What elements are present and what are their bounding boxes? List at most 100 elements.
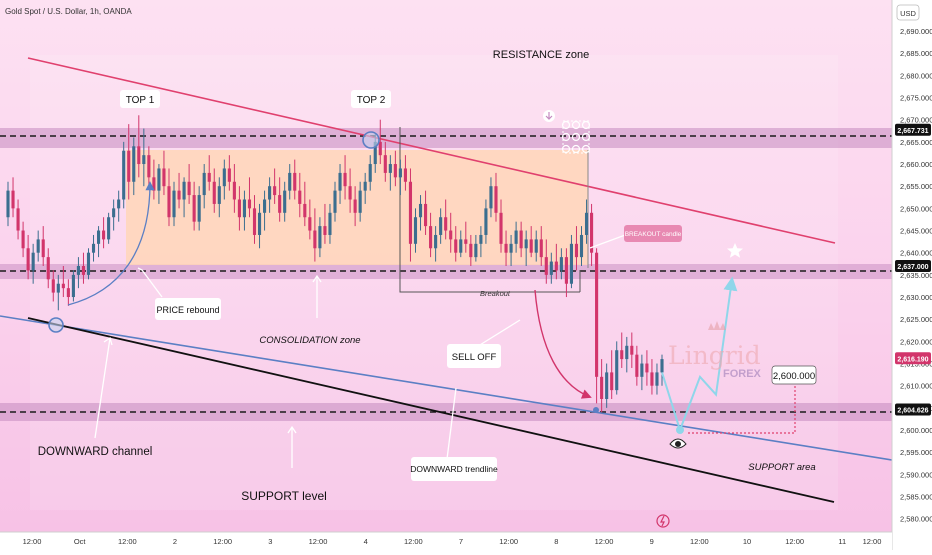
candle-body bbox=[348, 186, 352, 200]
candle-body bbox=[207, 172, 211, 182]
candle-body bbox=[368, 164, 372, 182]
target-price-box bbox=[771, 365, 817, 385]
symbol-title[interactable]: Gold Spot / U.S. Dollar, 1h, OANDA bbox=[5, 7, 132, 16]
candle-body bbox=[11, 190, 15, 209]
candle-body bbox=[383, 155, 387, 173]
candle bbox=[519, 221, 523, 258]
x-tick-label: 9 bbox=[650, 537, 654, 546]
candle-body bbox=[132, 146, 136, 182]
candle-body bbox=[242, 199, 247, 218]
candle-body bbox=[645, 363, 649, 373]
candle-body bbox=[182, 181, 186, 200]
candle bbox=[358, 181, 362, 222]
candle-body bbox=[51, 279, 55, 293]
top-2-label-box bbox=[351, 90, 391, 108]
candle-body bbox=[298, 190, 302, 204]
candle-body bbox=[539, 239, 543, 258]
candle bbox=[449, 212, 453, 253]
candle bbox=[197, 186, 201, 231]
y-tick-label: 2,655.000 bbox=[900, 182, 932, 191]
watermark: Lingrid FOREX bbox=[668, 321, 762, 380]
resistance-trendline[interactable] bbox=[27, 57, 836, 244]
y-tick-label: 2,625.000 bbox=[900, 315, 932, 324]
candle bbox=[268, 177, 272, 213]
candle bbox=[147, 146, 151, 187]
candle bbox=[66, 279, 70, 306]
candle-body bbox=[635, 354, 639, 377]
price-axis[interactable] bbox=[892, 0, 932, 550]
candle-body bbox=[36, 239, 40, 253]
download-icon[interactable] bbox=[543, 110, 555, 122]
candle bbox=[383, 141, 387, 182]
candle bbox=[102, 217, 106, 249]
candle bbox=[590, 203, 594, 266]
projection-low-marker bbox=[676, 426, 684, 434]
candle-body bbox=[423, 203, 428, 227]
candle bbox=[584, 199, 589, 244]
candle bbox=[454, 226, 458, 262]
candle-body bbox=[46, 257, 50, 280]
eye-icon[interactable] bbox=[669, 438, 687, 449]
candle bbox=[569, 234, 574, 289]
candle bbox=[217, 177, 221, 218]
candle bbox=[464, 221, 468, 253]
candle-body bbox=[544, 257, 548, 275]
y-tick-label: 2,595.000 bbox=[900, 448, 932, 457]
candle bbox=[26, 234, 30, 280]
currency-badge[interactable] bbox=[896, 4, 920, 21]
y-tick-label: 2,590.000 bbox=[900, 470, 932, 479]
candle bbox=[182, 177, 186, 218]
candle-body bbox=[444, 217, 448, 231]
downward-channel-line[interactable] bbox=[27, 317, 835, 503]
downward-trendline[interactable] bbox=[0, 315, 893, 461]
candle-body bbox=[252, 208, 257, 235]
candle bbox=[51, 270, 55, 302]
lightning-icon[interactable] bbox=[656, 514, 670, 528]
candle-body bbox=[263, 199, 267, 213]
rebound-point-marker[interactable] bbox=[48, 317, 64, 333]
sell-off-box bbox=[447, 344, 501, 368]
candle bbox=[142, 128, 146, 187]
candle-body bbox=[353, 199, 357, 213]
candle bbox=[413, 208, 418, 253]
y-tick-label: 2,675.000 bbox=[900, 94, 932, 103]
candle bbox=[348, 168, 352, 213]
candle-body bbox=[323, 226, 327, 235]
selection-handles[interactable] bbox=[561, 120, 591, 154]
candle bbox=[167, 168, 171, 227]
candle-body bbox=[56, 283, 60, 293]
candle-body bbox=[398, 168, 402, 178]
candle-body bbox=[283, 190, 287, 213]
time-axis[interactable] bbox=[0, 532, 892, 550]
candle-body bbox=[584, 212, 589, 235]
candle-body bbox=[96, 230, 101, 244]
x-tick-label: 4 bbox=[364, 537, 368, 546]
candle bbox=[6, 181, 10, 227]
candle-body bbox=[574, 243, 579, 258]
candle bbox=[132, 137, 136, 196]
candle-body bbox=[373, 141, 377, 165]
x-tick-label: 3 bbox=[268, 537, 272, 546]
candle-body bbox=[605, 372, 609, 399]
x-tick-label: 12:00 bbox=[785, 537, 804, 546]
y-tick-label: 2,685.000 bbox=[900, 49, 932, 58]
candle bbox=[328, 203, 332, 244]
candle bbox=[650, 359, 654, 395]
candle-body bbox=[514, 230, 518, 244]
candle bbox=[539, 226, 543, 266]
y-tick-label: 2,670.000 bbox=[900, 116, 932, 125]
candle-body bbox=[449, 230, 453, 240]
candle-body bbox=[273, 186, 277, 196]
candle bbox=[127, 124, 131, 200]
top-2-marker[interactable] bbox=[362, 131, 380, 149]
candle-body bbox=[16, 208, 20, 231]
candle bbox=[474, 234, 478, 262]
candle-body bbox=[117, 199, 121, 209]
price-level-0-label: 2,667.731 bbox=[897, 128, 928, 135]
x-tick-label: 12:00 bbox=[863, 537, 882, 546]
candle-body bbox=[534, 239, 538, 253]
candle bbox=[509, 234, 513, 266]
price-level-0-badge bbox=[895, 123, 931, 136]
candle bbox=[137, 115, 141, 178]
